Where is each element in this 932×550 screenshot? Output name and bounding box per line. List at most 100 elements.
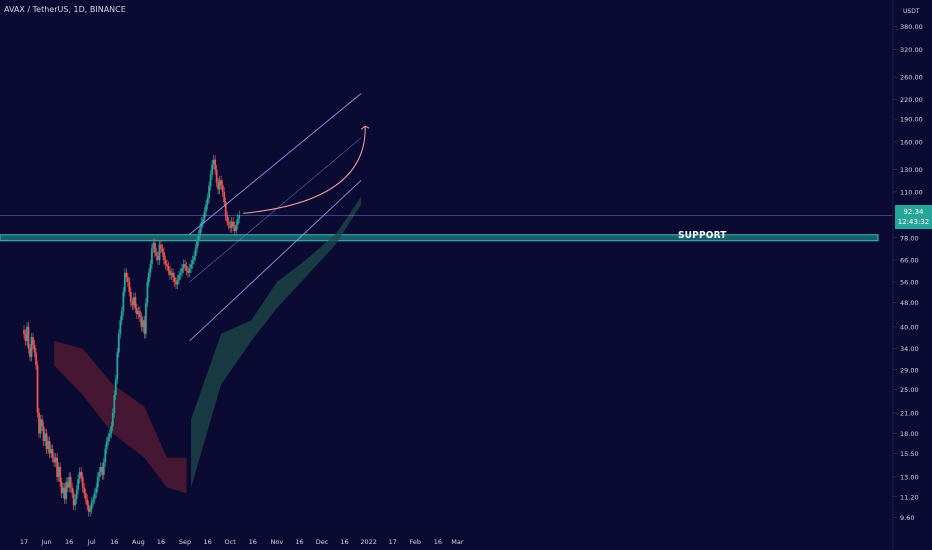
- candle-body: [107, 437, 110, 442]
- candle-body: [89, 509, 92, 512]
- candle-body: [96, 476, 99, 488]
- price-tick-label: 160.00: [900, 138, 923, 146]
- candle-body: [135, 308, 138, 315]
- candle-body: [152, 243, 155, 249]
- candle-body: [167, 266, 170, 271]
- candle-body: [164, 260, 167, 265]
- candle-body: [69, 476, 72, 488]
- candle-body: [26, 326, 28, 341]
- candle-body: [215, 169, 218, 183]
- support-label: SUPPORT: [678, 230, 727, 241]
- candle-body: [209, 174, 212, 186]
- candle-body: [80, 471, 83, 477]
- ichimoku-cloud: [54, 196, 362, 494]
- candle-body: [78, 471, 81, 479]
- price-unit-label: USDT: [903, 8, 920, 15]
- candle-body: [166, 264, 168, 267]
- candle-body: [220, 180, 223, 185]
- candle-body: [191, 260, 194, 265]
- candle-body: [71, 487, 74, 494]
- time-tick-label: Oct: [225, 538, 237, 546]
- candle-body: [149, 264, 152, 273]
- support-zone: [0, 234, 879, 242]
- last-price-value: 92.34: [903, 208, 924, 216]
- price-tick-label: 130.00: [900, 166, 923, 174]
- candle-body: [221, 184, 224, 192]
- candle-body: [111, 412, 114, 427]
- candle-body: [54, 457, 57, 463]
- bar-countdown: 12:43:32: [897, 218, 930, 226]
- time-tick-label: 16: [295, 538, 303, 546]
- candle-body: [218, 180, 221, 190]
- candle-body: [188, 268, 191, 273]
- candle-body: [110, 426, 113, 434]
- candle-body: [170, 272, 173, 276]
- candle-body: [114, 379, 117, 396]
- candle-body: [48, 441, 51, 454]
- candle-body: [197, 234, 200, 242]
- candle-body: [175, 281, 177, 285]
- candle-body: [160, 244, 162, 249]
- candle-body: [102, 462, 105, 475]
- candle-body: [181, 268, 183, 273]
- price-tick-label: 66.00: [900, 257, 919, 265]
- time-tick-label: 16: [157, 538, 165, 546]
- candle-body: [92, 499, 95, 502]
- price-tick-label: 15.50: [900, 450, 919, 458]
- candle-body: [116, 352, 119, 380]
- candle-body: [83, 487, 86, 494]
- candle-body: [98, 471, 101, 477]
- price-tick-label: 320.00: [900, 46, 923, 54]
- candle-body: [145, 302, 147, 334]
- channel-middle-line: [189, 137, 362, 283]
- price-tick-label: 11.20: [900, 493, 919, 501]
- price-channel[interactable]: [189, 93, 362, 342]
- candle-body: [199, 227, 201, 235]
- candle-body: [104, 449, 107, 463]
- time-axis[interactable]: 17 Jun 16 Jul 16 Aug 16 Sep 16 Oct 16 Nov 16 Dec 16 202…: [20, 538, 464, 546]
- candle-body: [36, 365, 39, 413]
- candle-body: [155, 252, 158, 257]
- time-tick-label: Sep: [179, 538, 191, 546]
- candle-body: [63, 487, 66, 500]
- candle-body: [178, 275, 180, 280]
- price-tick-label: 78.00: [900, 234, 919, 242]
- candle-body: [205, 204, 208, 212]
- candle-body: [163, 252, 165, 261]
- candle-body: [119, 320, 122, 334]
- projection-arrow: [243, 126, 366, 214]
- candle-body: [23, 329, 25, 334]
- channel-lower-line: [189, 179, 362, 342]
- candle-body: [68, 476, 71, 488]
- candle-body: [172, 272, 174, 278]
- candle-body: [38, 412, 40, 434]
- candle-body: [120, 311, 123, 321]
- candle-body: [212, 159, 215, 165]
- time-tick-label: 2022: [360, 538, 377, 546]
- candle-body: [230, 221, 233, 228]
- candle-body: [232, 221, 235, 227]
- chart-title: AVAX / TetherUS, 1D, BINANCE: [4, 5, 126, 14]
- candle-body: [93, 493, 96, 500]
- candle-body: [173, 277, 176, 282]
- candle-body: [75, 489, 78, 500]
- channel-upper-line: [189, 93, 362, 235]
- candle-body: [87, 505, 90, 512]
- candle-body: [45, 433, 48, 450]
- time-tick-label: Dec: [316, 538, 329, 546]
- bullish-cloud: [191, 196, 362, 488]
- time-tick-label: 17: [389, 538, 397, 546]
- candle-body: [128, 281, 131, 292]
- candle-body: [196, 241, 198, 249]
- price-axis[interactable]: 380.00 320.00 260.00 220.00 190.00 160.00 130.…: [893, 23, 923, 522]
- candle-body: [35, 352, 37, 366]
- candle-body: [148, 272, 150, 282]
- candle-body: [59, 466, 62, 483]
- price-tick-label: 380.00: [900, 23, 923, 31]
- candle-body: [182, 264, 185, 269]
- candle-body: [50, 449, 52, 454]
- candle-body: [32, 337, 34, 345]
- time-tick-label: Feb: [410, 538, 422, 546]
